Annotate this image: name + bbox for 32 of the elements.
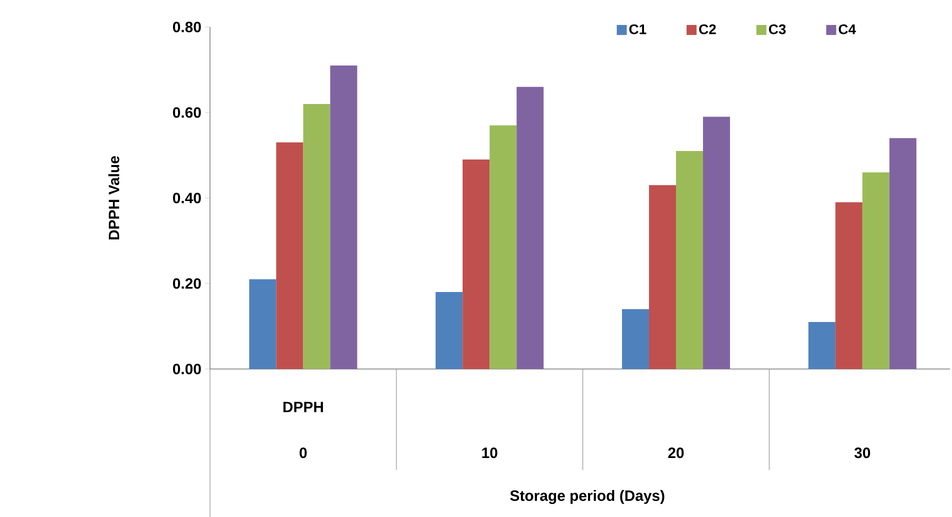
bar [649,185,676,369]
x-axis-title: Storage period (Days) [510,490,664,504]
legend-label: C1 [629,24,646,34]
bar [835,202,862,369]
bar [330,65,358,369]
bar [462,160,490,369]
y-axis-title: DPPH Value [108,156,120,240]
y-tick-label: 0.80 [172,22,201,32]
bar [808,322,836,369]
bar [490,125,517,369]
y-tick-label: 0.60 [172,107,201,118]
x-tick-label: 20 [668,448,684,458]
x-tick-label: 0 [300,448,307,458]
bar [276,142,304,369]
bar [862,172,890,369]
legend-label: C4 [838,24,856,34]
x-tick-label: 10 [482,448,498,458]
bar [676,150,704,369]
bar [622,309,650,369]
y-tick-label: 0.00 [172,364,201,374]
bar [889,138,916,369]
bar [516,86,544,369]
bar [436,292,463,369]
legend-label: C2 [699,24,716,34]
bar [303,104,330,369]
x-tick-label: 30 [854,448,870,458]
text: DPPH [283,402,323,412]
legend-label: C3 [768,24,786,34]
y-tick-label: 0.40 [172,192,201,204]
bar [703,116,730,369]
bar [249,279,276,369]
y-tick-label: 0.20 [172,278,201,289]
